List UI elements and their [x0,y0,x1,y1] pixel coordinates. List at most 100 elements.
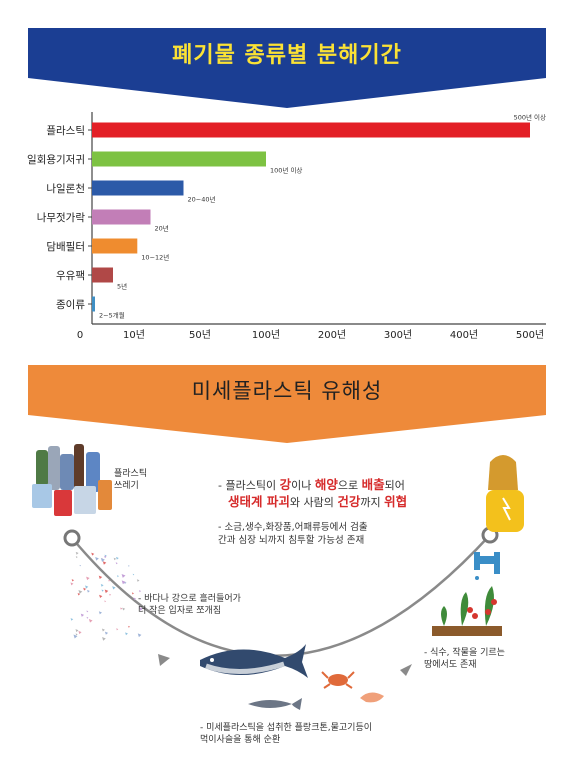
x-tick-label: 400년 [450,329,478,341]
particle [75,551,79,555]
particle [109,593,112,596]
particle [75,629,79,633]
arc-arrow-2 [400,664,412,676]
food-chain-text-line2: 먹이사슬을 통해 순환 [200,735,281,746]
bar-value-label: 100년 이상 [270,166,302,175]
shrimp-icon [360,692,384,703]
particle [122,607,126,611]
particle [95,556,99,561]
particle [108,579,111,582]
category-label: 담배필터 [46,241,85,253]
particle [128,625,131,628]
particle [131,592,134,595]
breakdown-text: - 바다나 강으로 흘러들어가 더 작은 입자로 쪼개짐 [138,593,241,617]
section1-banner-arrow [28,78,546,108]
particle [120,607,123,610]
detection-text-line1: - 소금,생수,화장품,어패류등에서 검출 [218,522,368,533]
particle [86,610,89,613]
x-tick-label: 50년 [189,329,211,341]
bar [92,267,113,283]
particle [70,582,74,586]
particle [99,594,103,599]
bar [92,209,151,225]
particle [137,633,142,638]
particle [102,561,107,565]
water-soil-text-line1: - 식수, 작물을 기르는 [424,648,505,658]
x-tick-label: 300년 [384,329,412,341]
water-soil-text-line2: 땅에서도 존재 [424,660,477,671]
particle [128,565,130,567]
bar-value-label: 500년 이상 [514,113,546,122]
particle [104,555,107,559]
particle [75,556,78,559]
cycle-arc [71,534,491,657]
faucet-icon [474,552,500,580]
hazard-text-2-mid1: 와 사람의 [289,496,338,509]
particle [132,573,135,576]
particle [73,634,78,639]
food-chain-text: - 미세플라스틱을 섭취한 플랑크톤,물고기등이 먹이사슬을 통해 순환 [200,722,372,746]
food-chain-text-line1: - 미세플라스틱을 섭취한 플랑크톤,물고기등이 [200,723,373,733]
particle [136,579,140,582]
cycle-start-node [63,529,81,547]
category-label: 종이류 [56,299,85,311]
bar-value-label: 2~5개월 [99,311,125,320]
detection-text: - 소금,생수,화장품,어패류등에서 검출 간과 심장 뇌까지 침투할 가능성 … [218,522,368,548]
x-tick-label: 10년 [123,329,145,341]
bar [92,238,138,254]
hazard-text-1-ocean: 해양 [314,477,338,492]
category-label: 나무젓가락 [37,212,86,224]
bar-value-label: 10~12년 [141,253,169,262]
particle [113,557,117,561]
particle [91,552,95,556]
particle [98,575,103,580]
particle [117,575,119,578]
breakdown-text-line2: 더 작은 입자로 쪼개짐 [138,606,222,617]
particle [79,564,82,567]
bar [92,180,184,196]
waste-label-line1: 플라스틱 [114,469,148,479]
bar-value-label: 5년 [117,282,127,291]
x-tick-label: 500년 [516,329,544,341]
section1-title: 폐기물 종류별 분해기간 [172,43,402,68]
hazard-text-1-river: 강 [279,477,292,492]
category-label: 일회용기저귀 [27,153,85,166]
particle [112,586,116,590]
particle [116,556,119,560]
category-label: 우유팩 [56,270,85,282]
microplastic-cycle-diagram [32,444,524,710]
particle [101,628,105,632]
particle [98,611,102,615]
water-soil-text: - 식수, 작물을 기르는 땅에서도 존재 [424,647,505,671]
particle [88,618,93,623]
waste-label-line2: 쓰레기 [114,481,139,492]
crops-icon [432,586,502,636]
category-label: 플라스틱 [46,125,85,137]
plastic-waste-icon [32,444,112,516]
particle [78,630,82,635]
category-label: 나일론천 [46,182,85,195]
particle [104,631,109,635]
hazard-text-2-threat: 위협 [384,494,408,509]
hazard-text-1: - 플라스틱이 강이나 해양으로 배출되어 [218,477,405,494]
particle [77,593,81,596]
hazard-text-2-ecosystem: 생태계 파괴 [228,494,290,509]
hazard-text-1-suffix: 되어 [384,479,405,492]
bar [92,296,95,312]
hazard-text-1-mid2: 으로 [337,479,362,492]
breakdown-text-line1: - 바다나 강으로 흘러들어가 [138,594,241,604]
hazard-text-2-mid2: 까지 [360,496,385,509]
particle [100,583,104,587]
bar-value-label: 20~40년 [188,195,216,204]
section2-banner-arrow [28,415,546,443]
microplastic-particles [70,551,143,641]
particle [115,562,118,565]
hazard-text-1-discharge: 배출 [361,477,385,492]
particle [139,607,143,611]
small-fish-icon [248,698,302,710]
particle [138,590,142,593]
particle [85,585,89,589]
hazard-text-2-health: 건강 [337,494,361,509]
section1-banner [28,28,546,78]
x-tick-label: 100년 [252,329,280,341]
